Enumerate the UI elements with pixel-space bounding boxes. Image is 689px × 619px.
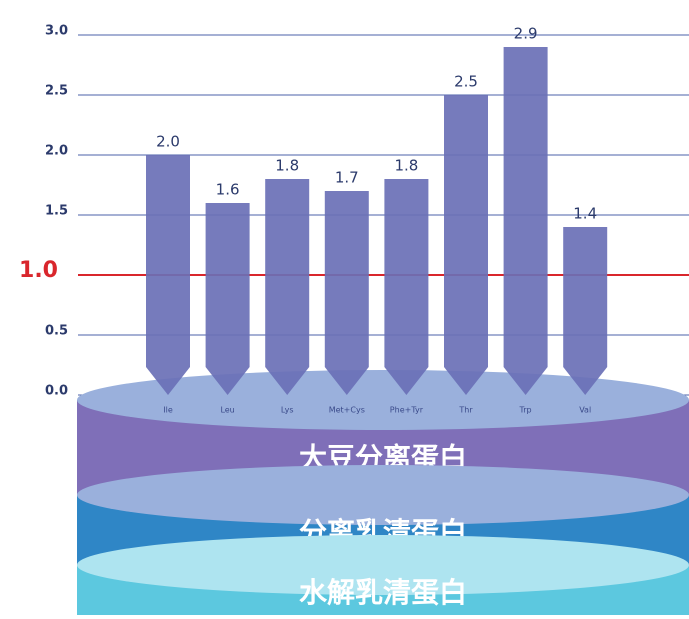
y-tick-label: 2.5 <box>45 84 68 99</box>
value-label: 2.0 <box>156 133 180 151</box>
value-label: 1.4 <box>573 205 597 223</box>
y-tick-label: 1.5 <box>45 204 68 219</box>
x-tick-label: Phe+Tyr <box>390 406 424 415</box>
disc-top <box>77 535 689 595</box>
y-tick-label: 3.0 <box>45 24 68 39</box>
y-tick-label: 0.0 <box>45 384 68 399</box>
bar <box>384 179 429 395</box>
layer-label: 水解乳清蛋白 <box>299 576 467 609</box>
bar <box>146 155 190 395</box>
x-tick-label: Ile <box>163 406 173 415</box>
value-label: 1.6 <box>216 181 240 199</box>
value-label: 1.8 <box>275 157 299 175</box>
x-tick-label: Val <box>579 406 591 415</box>
value-label: 2.5 <box>454 73 478 91</box>
disc-layer: 水解乳清蛋白 <box>77 535 689 619</box>
value-label: 1.8 <box>394 157 418 175</box>
bar <box>503 47 548 395</box>
value-label: 2.9 <box>514 25 538 43</box>
bar <box>444 95 488 395</box>
bar <box>205 203 250 395</box>
bar <box>563 227 608 395</box>
y-tick-label: 2.0 <box>45 144 68 159</box>
x-tick-label: Leu <box>220 406 234 415</box>
x-tick-label: Lys <box>281 406 294 415</box>
x-tick-label: Met+Cys <box>329 406 365 415</box>
value-label: 1.7 <box>335 169 359 187</box>
disc-bottom <box>77 585 689 619</box>
x-tick-label: Trp <box>519 406 532 415</box>
x-tick-label: Thr <box>458 406 473 415</box>
bar <box>265 179 310 395</box>
y-tick-label: 0.5 <box>45 324 68 339</box>
bar <box>324 191 369 395</box>
disc-top <box>77 465 689 525</box>
y-tick-label: 1.0 <box>19 258 58 283</box>
